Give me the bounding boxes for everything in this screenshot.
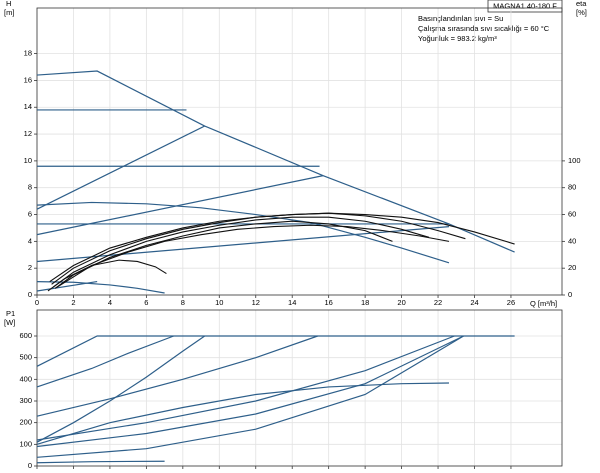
y-tick-label: 12 (24, 129, 32, 138)
curve (51, 212, 466, 285)
y2-tick-label: 0 (568, 290, 572, 299)
plot-frame (36, 7, 563, 296)
curve (36, 335, 318, 417)
curve (36, 70, 515, 253)
x-tick-label: 18 (361, 298, 369, 307)
note: Çalışma sırasında sıvı sıcaklığı = 60 °C (418, 24, 550, 33)
y2-tick-label: 20 (568, 263, 576, 272)
y-tick-label: 4 (28, 236, 32, 245)
chart-title: MAGNA1 40-180 F (493, 1, 557, 10)
title-box (487, 0, 563, 13)
curve (36, 460, 165, 464)
curve (36, 226, 450, 263)
y-tick-label: 6 (28, 210, 32, 219)
y2-tick-label: 40 (568, 236, 576, 245)
y2-axis-label: eta (576, 0, 587, 8)
x-tick-label: 24 (470, 298, 478, 307)
curve (36, 280, 165, 294)
y-tick-label: 200 (19, 418, 32, 427)
y-tick-label: 100 (19, 439, 32, 448)
x-tick-label: 12 (252, 298, 260, 307)
note: Yoğunluk = 983.2 kg/m³ (418, 34, 497, 43)
y-tick-label: 0 (28, 290, 32, 299)
curve (36, 382, 449, 445)
x-tick-label: 26 (507, 298, 515, 307)
note: Basınçlandırılan sıvı = Su (418, 14, 503, 23)
x-tick-label: 22 (434, 298, 442, 307)
y2-axis-unit: [%] (576, 8, 587, 17)
curve (36, 335, 464, 458)
y2-tick-label: 60 (568, 210, 576, 219)
curve (36, 175, 324, 236)
curve (47, 259, 167, 292)
x-tick-label: 2 (71, 298, 75, 307)
curve (36, 335, 455, 441)
plot-frame (36, 309, 563, 467)
x-axis-label: Q [m³/h] (530, 299, 557, 308)
curve (36, 335, 206, 443)
x-tick-label: 4 (108, 298, 112, 307)
y-tick-label: 400 (19, 374, 32, 383)
y-tick-label: 600 (19, 331, 32, 340)
x-tick-label: 6 (144, 298, 148, 307)
y-tick-label: 18 (24, 49, 32, 58)
y-tick-label: 300 (19, 396, 32, 405)
curve (36, 125, 205, 210)
x-tick-label: 8 (181, 298, 185, 307)
y2-tick-label: 100 (568, 156, 581, 165)
curve (36, 201, 450, 264)
y2-tick-label: 80 (568, 183, 576, 192)
x-tick-label: 20 (397, 298, 405, 307)
y-tick-label: 10 (24, 156, 32, 165)
y-axis-label: H (6, 0, 11, 8)
y-tick-label: 0 (28, 461, 32, 470)
y-axis-label: P1 (6, 309, 15, 318)
curve (53, 216, 430, 288)
curve (54, 224, 450, 289)
x-tick-label: 14 (288, 298, 296, 307)
y-tick-label: 8 (28, 183, 32, 192)
y-tick-label: 2 (28, 263, 32, 272)
curve (36, 280, 98, 292)
y-tick-label: 500 (19, 353, 32, 362)
y-tick-label: 14 (24, 102, 32, 111)
x-tick-label: 0 (35, 298, 39, 307)
curve (36, 335, 174, 388)
y-axis-unit: [W] (4, 318, 15, 327)
x-tick-label: 16 (324, 298, 332, 307)
x-tick-label: 10 (215, 298, 223, 307)
y-tick-label: 16 (24, 75, 32, 84)
curve (36, 335, 515, 367)
curve (36, 335, 464, 448)
y-axis-unit: [m] (4, 8, 14, 17)
